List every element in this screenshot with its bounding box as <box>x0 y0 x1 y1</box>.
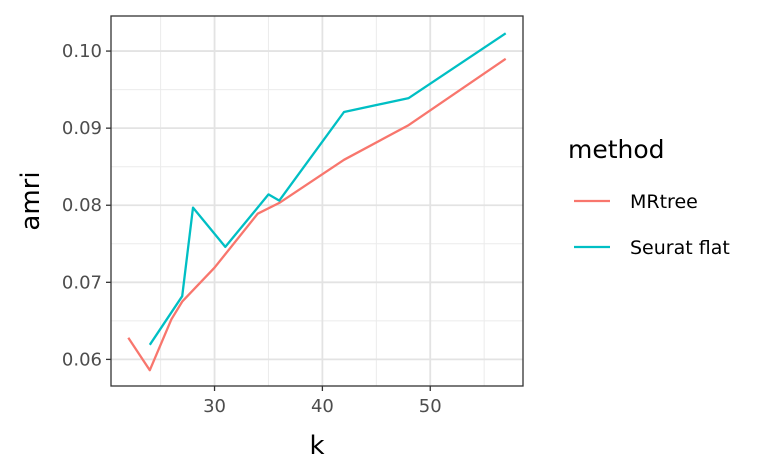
x-axis-ticks: 30 40 50 <box>203 386 442 417</box>
x-tick-label: 40 <box>311 396 334 417</box>
legend: method MRtree Seurat flat <box>568 135 730 259</box>
panel-background <box>111 16 523 386</box>
major-grid <box>111 16 523 386</box>
x-axis-title: k <box>309 431 324 461</box>
legend-label: Seurat flat <box>630 237 730 259</box>
y-axis-ticks: 0.06 0.07 0.08 0.09 0.10 <box>62 41 111 370</box>
series-line <box>127 57 507 372</box>
y-tick-label: 0.10 <box>62 41 102 62</box>
legend-label: MRtree <box>630 191 698 213</box>
y-tick-label: 0.09 <box>62 118 102 139</box>
y-tick-label: 0.06 <box>62 349 102 370</box>
x-tick-label: 30 <box>203 396 226 417</box>
y-axis-title: amri <box>16 171 46 230</box>
y-tick-label: 0.08 <box>62 195 102 216</box>
y-tick-label: 0.07 <box>62 272 102 293</box>
series-line <box>148 32 507 346</box>
panel-border <box>110 15 524 387</box>
legend-title: method <box>568 135 665 164</box>
series-lines <box>127 32 507 372</box>
minor-grid <box>111 16 523 386</box>
x-tick-label: 50 <box>419 396 442 417</box>
